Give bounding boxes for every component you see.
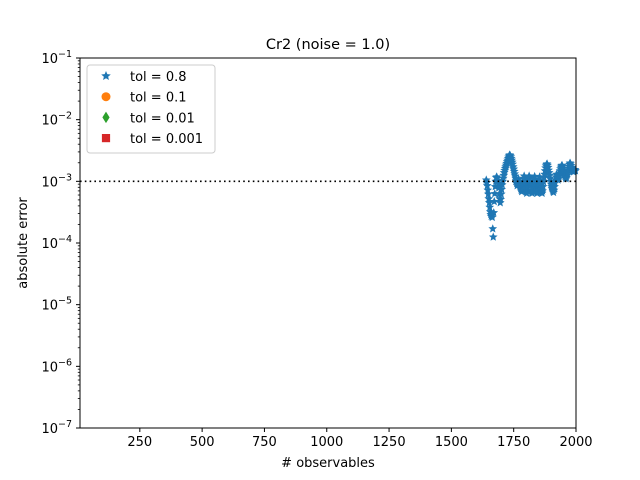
legend-label: tol = 0.001 (130, 132, 203, 147)
y-axis: 10−7 10−6 10−5 10−4 10−3 10−2 10−1 (41, 49, 80, 437)
y-tick-label: 10−2 (41, 111, 72, 129)
legend-label: tol = 0.01 (130, 111, 195, 126)
data-point (489, 196, 499, 206)
legend-marker-square (101, 134, 111, 143)
y-tick-label: 10−3 (41, 172, 72, 190)
data-point (497, 184, 507, 194)
data-point (525, 172, 535, 182)
y-tick-label: 10−4 (41, 234, 72, 252)
x-tick-label: 1500 (435, 435, 468, 450)
legend-marker-circle (101, 92, 111, 102)
data-point (538, 186, 547, 195)
legend-label: tol = 0.1 (130, 91, 187, 106)
data-point (523, 182, 533, 191)
data-point (550, 182, 559, 191)
data-point (496, 189, 506, 198)
x-tick-label: 500 (190, 435, 215, 450)
legend-marker-star (101, 71, 111, 81)
data-point (498, 173, 508, 183)
data-point (483, 189, 493, 198)
y-tick-label: 10−6 (41, 357, 72, 375)
data-point (484, 198, 494, 207)
data-point (483, 185, 493, 194)
data-point (488, 232, 498, 241)
legend-marker-diamond (102, 111, 110, 124)
x-tick-label: 2000 (559, 435, 592, 450)
data-point (490, 189, 500, 198)
chart-title: Cr2 (noise = 1.0) (266, 37, 390, 53)
x-tick-label: 1000 (310, 435, 343, 450)
x-axis: 250 500 750 1000 1250 1500 1750 2000 (127, 428, 593, 450)
data-point (495, 198, 505, 207)
x-tick-label: 1750 (497, 435, 530, 450)
points-layer (481, 150, 580, 241)
data-point (488, 224, 498, 233)
data-point (489, 208, 499, 217)
data-point (538, 182, 548, 191)
data-point (549, 185, 559, 194)
y-tick-label: 10−5 (41, 296, 72, 314)
data-point (539, 177, 548, 186)
x-tick-label: 1250 (373, 435, 406, 450)
x-tick-label: 250 (127, 435, 152, 450)
y-tick-label: 10−1 (41, 49, 72, 67)
data-point (497, 180, 507, 189)
x-axis-label: # observables (281, 456, 375, 471)
data-point (482, 181, 492, 190)
y-axis-label: absolute error (16, 197, 31, 289)
data-point (539, 172, 549, 182)
y-tick-label: 10−7 (41, 419, 72, 437)
data-point (487, 212, 497, 222)
data-point (550, 178, 560, 187)
legend: tol = 0.8 tol = 0.1 tol = 0.01 tol = 0.001 (86, 64, 216, 154)
x-tick-label: 750 (252, 435, 277, 450)
data-point (496, 194, 506, 204)
data-point (485, 202, 495, 211)
legend-label: tol = 0.8 (130, 70, 187, 85)
legend-box (86, 64, 216, 154)
